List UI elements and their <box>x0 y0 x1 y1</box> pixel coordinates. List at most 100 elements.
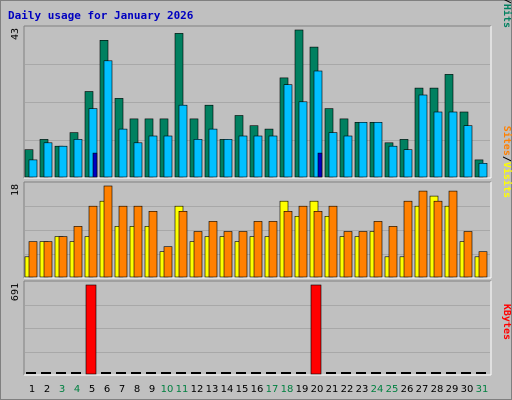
x-tick-label-day-11: 11 <box>176 384 189 395</box>
chart-title: Daily usage for January 2026 <box>8 9 194 22</box>
bar-sites-day-20 <box>313 211 323 278</box>
bar-kbytes-day-20 <box>310 284 322 375</box>
bar-kbytes-day-27 <box>416 372 426 374</box>
bar-kbytes-day-17 <box>266 372 276 374</box>
bar-kbytes-day-1 <box>26 372 36 374</box>
x-tick-label-day-17: 17 <box>266 384 279 395</box>
bar-sites-day-11 <box>178 211 188 278</box>
bar-pages-day-5 <box>92 152 98 178</box>
bar-kbytes-day-22 <box>341 372 351 374</box>
bar-kbytes-day-23 <box>356 372 366 374</box>
bar-kbytes-day-31 <box>476 372 486 374</box>
bar-files-day-27 <box>418 94 428 178</box>
legend-kbytes-part: KBytes <box>501 304 512 340</box>
x-tick-label-day-2: 2 <box>44 384 50 395</box>
x-tick-label-day-31: 31 <box>476 384 489 395</box>
bar-files-day-1 <box>28 159 38 178</box>
bar-files-day-16 <box>253 135 263 178</box>
bar-sites-day-13 <box>208 221 218 278</box>
bar-files-day-17 <box>268 135 278 178</box>
bar-files-day-10 <box>163 135 173 178</box>
legend-sites-visits: Sites/Visits <box>501 126 512 198</box>
bar-files-day-31 <box>478 163 488 178</box>
bar-kbytes-day-25 <box>386 372 396 374</box>
bar-kbytes-day-29 <box>446 372 456 374</box>
bar-sites-day-10 <box>163 246 173 278</box>
bar-sites-day-15 <box>238 231 248 278</box>
legend-pages-files-hits-part: / <box>501 0 512 4</box>
x-tick-label-day-8: 8 <box>134 384 140 395</box>
bar-kbytes-day-30 <box>461 372 471 374</box>
x-tick-label-day-19: 19 <box>296 384 309 395</box>
x-tick-label-day-26: 26 <box>401 384 414 395</box>
x-tick-label-day-7: 7 <box>119 384 125 395</box>
bar-sites-day-29 <box>448 190 458 278</box>
bar-kbytes-day-8 <box>131 372 141 374</box>
bar-kbytes-day-5 <box>85 284 97 375</box>
x-tick-label-day-15: 15 <box>236 384 249 395</box>
bar-sites-day-27 <box>418 190 428 278</box>
bar-kbytes-day-7 <box>116 372 126 374</box>
ymax-label-kbytes: 691 <box>10 283 21 301</box>
bar-files-day-26 <box>403 149 413 178</box>
bar-kbytes-day-6 <box>101 372 111 374</box>
bar-kbytes-day-11 <box>176 372 186 374</box>
bar-files-day-24 <box>373 122 383 178</box>
x-tick-label-day-16: 16 <box>251 384 264 395</box>
x-tick-label-day-5: 5 <box>89 384 95 395</box>
bar-files-day-11 <box>178 104 188 178</box>
x-tick-label-day-18: 18 <box>281 384 294 395</box>
legend-sites-visits-part: / <box>501 156 512 162</box>
x-tick-label-day-20: 20 <box>311 384 324 395</box>
x-tick-label-day-23: 23 <box>356 384 369 395</box>
bar-files-day-30 <box>463 125 473 178</box>
bar-files-day-23 <box>358 122 368 178</box>
x-tick-label-day-24: 24 <box>371 384 384 395</box>
bar-kbytes-day-13 <box>206 372 216 374</box>
bar-kbytes-day-24 <box>371 372 381 374</box>
bar-sites-day-23 <box>358 231 368 278</box>
x-tick-label-day-13: 13 <box>206 384 219 395</box>
bar-kbytes-day-12 <box>191 372 201 374</box>
x-tick-label-day-25: 25 <box>386 384 399 395</box>
x-tick-label-day-28: 28 <box>431 384 444 395</box>
bar-kbytes-day-19 <box>296 372 306 374</box>
legend-pages-files-hits-part: Hits <box>501 4 512 28</box>
bar-files-day-28 <box>433 111 443 178</box>
bar-sites-day-6 <box>103 185 113 278</box>
x-tick-label-day-6: 6 <box>104 384 110 395</box>
bar-sites-day-18 <box>283 211 293 278</box>
x-tick-label-day-1: 1 <box>29 384 35 395</box>
bar-files-day-12 <box>193 139 203 178</box>
bar-sites-day-2 <box>43 241 53 278</box>
bar-files-day-8 <box>133 142 143 178</box>
bar-files-day-7 <box>118 128 128 178</box>
bar-sites-day-7 <box>118 205 128 278</box>
bar-kbytes-day-3 <box>56 372 66 374</box>
bar-kbytes-day-28 <box>431 372 441 374</box>
panel-sites-visits <box>23 181 492 279</box>
bar-kbytes-day-9 <box>146 372 156 374</box>
bar-files-day-15 <box>238 135 248 178</box>
legend-sites-visits-part: Sites <box>501 126 512 156</box>
bar-sites-day-4 <box>73 226 83 278</box>
bar-files-day-29 <box>448 111 458 178</box>
panel-hits-files-pages <box>23 25 492 179</box>
x-tick-label-day-10: 10 <box>161 384 174 395</box>
bar-sites-day-14 <box>223 231 233 278</box>
bar-files-day-14 <box>223 139 233 178</box>
bar-kbytes-day-16 <box>251 372 261 374</box>
bar-pages-day-20 <box>317 152 323 178</box>
bar-kbytes-day-2 <box>41 372 51 374</box>
bar-files-day-25 <box>388 145 398 178</box>
ymax-label-hits-files-pages: 43 <box>10 28 21 40</box>
x-tick-label-day-29: 29 <box>446 384 459 395</box>
bar-files-day-9 <box>148 135 158 178</box>
bar-kbytes-day-14 <box>221 372 231 374</box>
x-tick-label-day-30: 30 <box>461 384 474 395</box>
bar-sites-day-17 <box>268 221 278 278</box>
bar-sites-day-25 <box>388 226 398 278</box>
x-tick-label-day-4: 4 <box>74 384 80 395</box>
legend-sites-visits-part: Visits <box>501 162 512 198</box>
